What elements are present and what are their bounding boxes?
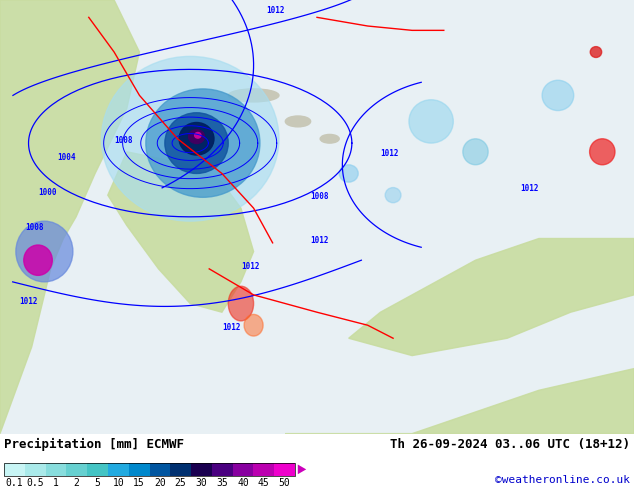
Text: 1008: 1008 (311, 193, 329, 201)
Ellipse shape (195, 132, 201, 138)
Text: 35: 35 (216, 478, 228, 488)
Ellipse shape (101, 56, 279, 221)
Bar (46, 463, 67, 476)
Ellipse shape (320, 134, 339, 143)
Ellipse shape (339, 165, 358, 182)
Text: 1008: 1008 (25, 223, 44, 232)
Text: 45: 45 (258, 478, 269, 488)
Text: 15: 15 (133, 478, 145, 488)
Polygon shape (349, 239, 634, 356)
Ellipse shape (542, 80, 574, 111)
Text: 1012: 1012 (222, 322, 240, 332)
Bar (4, 463, 295, 476)
Ellipse shape (409, 100, 453, 143)
Ellipse shape (285, 116, 311, 127)
Bar (171, 463, 191, 476)
Text: ©weatheronline.co.uk: ©weatheronline.co.uk (495, 475, 630, 485)
Text: 1012: 1012 (266, 6, 285, 15)
Text: 0.1: 0.1 (6, 478, 23, 488)
Bar (191, 463, 212, 476)
Polygon shape (108, 152, 254, 312)
Ellipse shape (146, 89, 260, 197)
Ellipse shape (228, 286, 254, 321)
Text: 40: 40 (237, 478, 249, 488)
Text: 10: 10 (112, 478, 124, 488)
Polygon shape (0, 0, 139, 434)
Bar (25, 463, 46, 476)
Ellipse shape (590, 139, 615, 165)
Text: 1012: 1012 (520, 184, 538, 193)
Ellipse shape (16, 221, 73, 282)
Ellipse shape (165, 113, 228, 173)
Text: 1: 1 (53, 478, 59, 488)
Bar (275, 463, 295, 476)
Ellipse shape (189, 130, 204, 144)
Text: 5: 5 (94, 478, 100, 488)
Bar (108, 463, 129, 476)
Text: 1008: 1008 (114, 136, 133, 145)
Ellipse shape (463, 139, 488, 165)
Polygon shape (285, 368, 634, 434)
Text: Th 26-09-2024 03..06 UTC (18+12): Th 26-09-2024 03..06 UTC (18+12) (390, 438, 630, 451)
Text: 1004: 1004 (57, 153, 75, 163)
Bar (67, 463, 87, 476)
Bar (150, 463, 171, 476)
Text: 0.5: 0.5 (27, 478, 44, 488)
Ellipse shape (179, 122, 214, 155)
Text: 1012: 1012 (19, 296, 37, 306)
Text: 1012: 1012 (380, 149, 399, 158)
Text: 20: 20 (154, 478, 165, 488)
Ellipse shape (228, 89, 279, 102)
Text: Precipitation [mm] ECMWF: Precipitation [mm] ECMWF (4, 438, 184, 451)
Bar (4, 463, 25, 476)
Text: 1012: 1012 (241, 262, 259, 271)
Bar (254, 463, 275, 476)
Text: 30: 30 (196, 478, 207, 488)
Ellipse shape (590, 47, 602, 57)
Ellipse shape (24, 245, 52, 275)
Text: 2: 2 (74, 478, 80, 488)
Text: 1000: 1000 (38, 188, 56, 197)
Bar (87, 463, 108, 476)
Bar (129, 463, 150, 476)
Text: 25: 25 (175, 478, 186, 488)
Text: 1012: 1012 (311, 236, 329, 245)
Text: 50: 50 (279, 478, 290, 488)
Bar (212, 463, 233, 476)
Ellipse shape (244, 315, 263, 336)
Ellipse shape (385, 188, 401, 203)
Bar (233, 463, 254, 476)
